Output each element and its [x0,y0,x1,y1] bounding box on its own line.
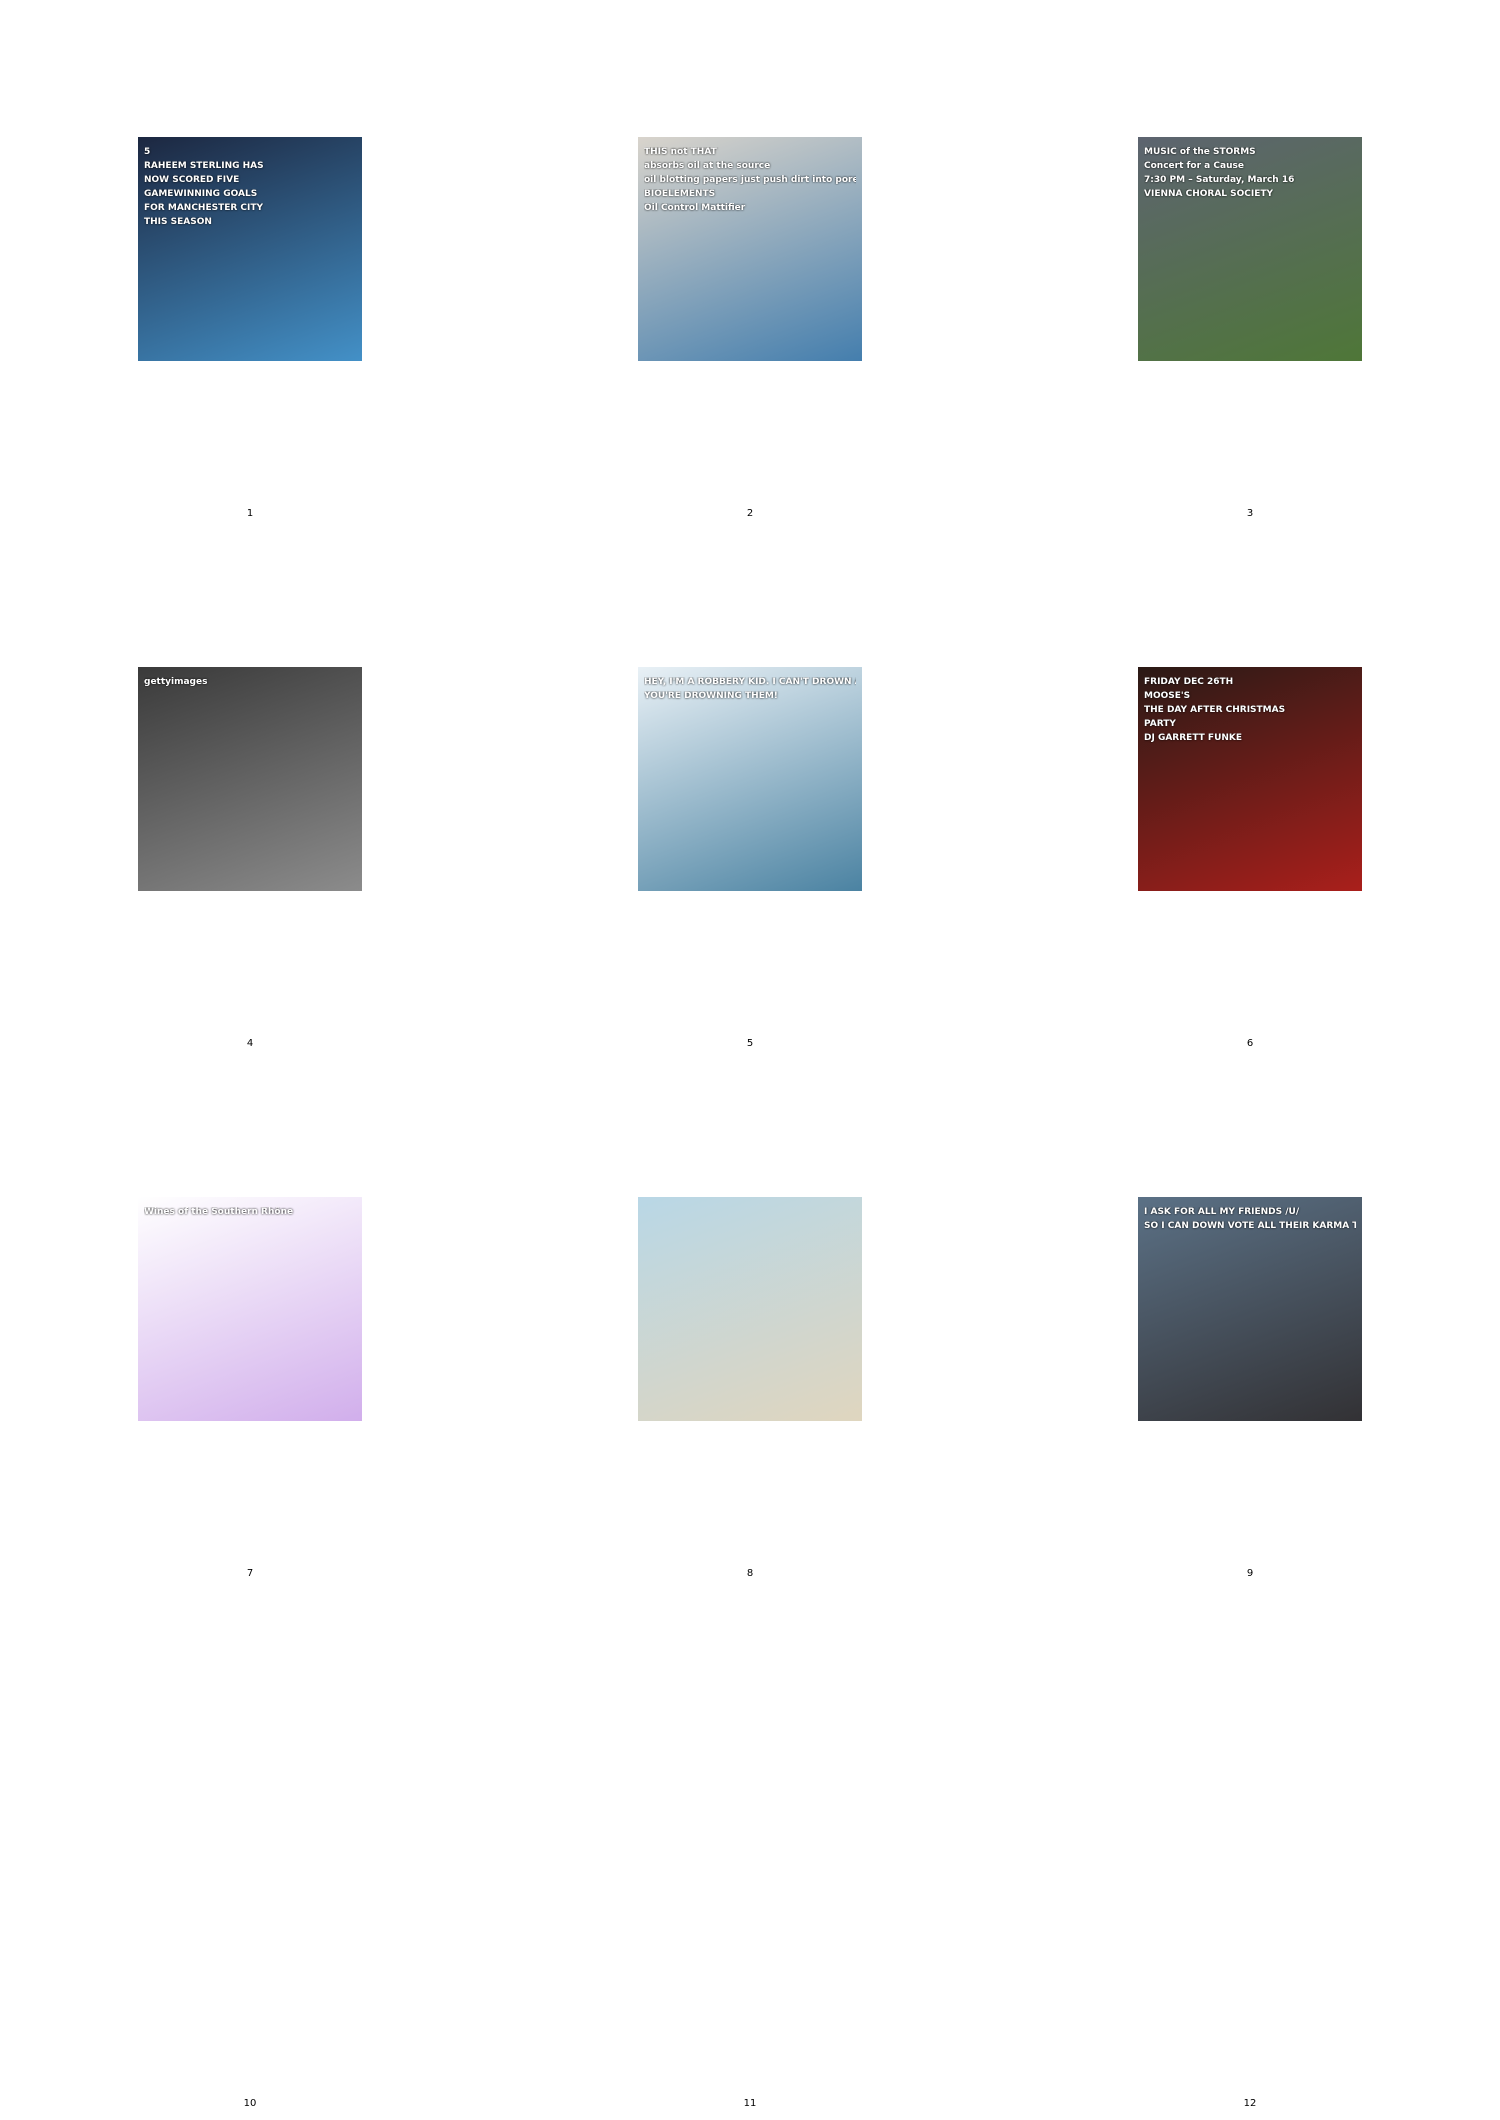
image-caption-line: THIS SEASON [144,217,212,227]
panel-image: MUSIC of the STORMS Concert for a Cause 7:… [1138,137,1362,361]
image-caption-line: YOU'RE DROWNING THEM! [644,691,778,701]
image-caption-line: gettyimages [144,677,208,687]
panel-number: 7 [246,1568,254,1579]
image-caption-line: 7:30 PM – Saturday, March 16 [1144,175,1295,185]
image-placeholder [638,137,862,361]
panel-image [638,1197,862,1421]
panel-2: THIS not THAT absorbs oil at the source oi… [500,0,1000,530]
panel-number: 10 [243,2098,257,2109]
panel-image: Wines of the Southern Rhône [138,1197,362,1421]
panel-blank [500,1590,1000,2060]
image-caption-line: Wines of the Southern Rhône [144,1207,294,1217]
image-caption-line: MOOSE'S [1144,691,1191,701]
image-placeholder [1138,667,1362,891]
image-caption-line: Oil Control Mattifier [644,203,746,213]
panel-9: I ASK FOR ALL MY FRIENDS /U/SO I CAN DOW… [1000,1060,1500,1590]
panel-number: 8 [746,1568,754,1579]
image-caption-line: I ASK FOR ALL MY FRIENDS /U/ [1144,1207,1300,1217]
image-caption-line: PARTY [1144,719,1176,729]
panel-number: 2 [746,508,754,519]
image-placeholder [138,137,362,361]
panel-5: HEY, I'M A ROBBERY KID. I CAN'T DROWN AN… [500,530,1000,1060]
panel-blank [1000,1590,1500,2060]
panel-blank [0,1590,500,2060]
panel-10: 10 [0,1590,500,2120]
image-caption-line: 5 [144,147,151,157]
image-caption-line: RAHEEM STERLING HAS [144,161,264,171]
image-placeholder [638,1197,862,1421]
panel-number: 6 [1246,1038,1254,1049]
panel-6: FRIDAY DEC 26TH MOOSE'S THE DAY AFTER CHRI… [1000,530,1500,1060]
image-caption-line: Concert for a Cause [1144,161,1244,171]
panel-number: 1 [246,508,254,519]
panel-number: 12 [1243,2098,1257,2109]
panel-image: HEY, I'M A ROBBERY KID. I CAN'T DROWN AN… [638,667,862,891]
panel-image: THIS not THAT absorbs oil at the source oi… [638,137,862,361]
panel-image: I ASK FOR ALL MY FRIENDS /U/SO I CAN DOW… [1138,1197,1362,1421]
image-caption-line: THE DAY AFTER CHRISTMAS [1144,705,1286,715]
image-placeholder [1138,1197,1362,1421]
panel-image: FRIDAY DEC 26TH MOOSE'S THE DAY AFTER CHRI… [1138,667,1362,891]
image-placeholder [1138,137,1362,361]
image-caption-line: VIENNA CHORAL SOCIETY [1144,189,1274,199]
image-caption-line: GAMEWINNING GOALS [144,189,258,199]
panel-11: 11 [500,1590,1000,2120]
panel-12: 12 [1000,1590,1500,2120]
panel-number: 5 [746,1038,754,1049]
panel-number: 9 [1246,1568,1254,1579]
panel-7: Wines of the Southern Rhône 7 [0,1060,500,1590]
panel-1: 5 RAHEEM STERLING HAS NOW SCORED FIVE GAMEW… [0,0,500,530]
panel-number: 3 [1246,508,1254,519]
image-caption-line: MUSIC of the STORMS [1144,147,1256,157]
image-caption-line: HEY, I'M A ROBBERY KID. I CAN'T DROWN AN… [644,677,856,687]
panel-image: 5 RAHEEM STERLING HAS NOW SCORED FIVE GAMEW… [138,137,362,361]
image-placeholder [138,1197,362,1421]
panel-image: gettyimages [138,667,362,891]
image-placeholder [638,667,862,891]
image-caption-line: SO I CAN DOWN VOTE ALL THEIR KARMA TO MA… [1144,1221,1356,1231]
image-caption-line: THIS not THAT [644,147,717,157]
panel-4: gettyimages 4 [0,530,500,1060]
image-caption-line: FRIDAY DEC 26TH [1144,677,1234,687]
panel-number: 11 [743,2098,757,2109]
panel-8: 8 [500,1060,1000,1590]
panel-3: MUSIC of the STORMS Concert for a Cause 7:… [1000,0,1500,530]
image-caption-line: oil blotting papers just push dirt into … [644,175,856,185]
image-placeholder [138,667,362,891]
image-caption-line: DJ GARRETT FUNKE [1144,733,1243,743]
image-caption-line: FOR MANCHESTER CITY [144,203,264,213]
image-caption-line: absorbs oil at the source [644,161,771,171]
image-caption-line: NOW SCORED FIVE [144,175,240,185]
image-caption-line: BIOELEMENTS [644,189,716,199]
panel-number: 4 [246,1038,254,1049]
